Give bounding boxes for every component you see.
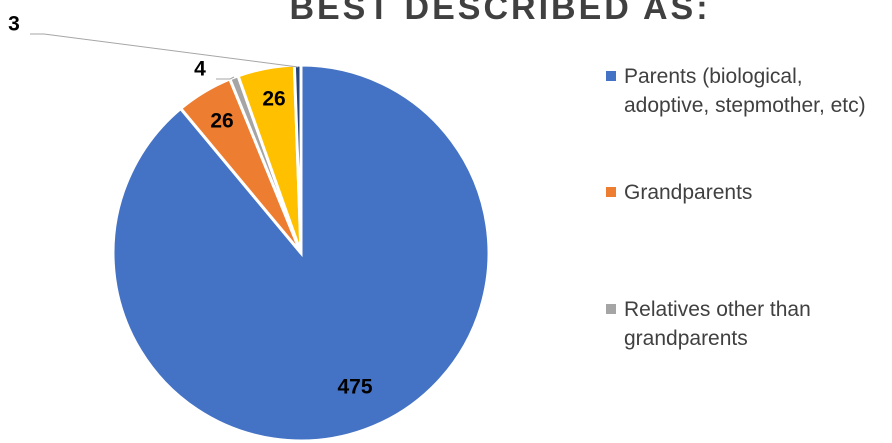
chart-title: BEST DESCRIBED AS: <box>289 0 710 27</box>
data-label: 475 <box>337 376 372 399</box>
data-label: 26 <box>210 110 233 133</box>
legend-item: Relatives other than grandparents <box>606 295 891 353</box>
data-label: 4 <box>194 58 206 81</box>
legend-item: Grandparents <box>606 178 891 207</box>
legend-label: Relatives other than grandparents <box>624 298 811 350</box>
data-label: 26 <box>262 88 285 111</box>
leader-line <box>30 33 299 68</box>
legend-label: Parents (biological, adoptive, stepmothe… <box>624 65 866 117</box>
legend-item: Parents (biological, adoptive, stepmothe… <box>606 62 891 120</box>
legend-label: Grandparents <box>624 181 753 204</box>
leader-line <box>216 76 235 80</box>
legend-swatch <box>606 187 616 197</box>
pie-slice <box>292 63 303 254</box>
legend-swatch <box>606 304 616 314</box>
data-label: 3 <box>8 13 20 36</box>
legend-swatch <box>606 71 616 81</box>
